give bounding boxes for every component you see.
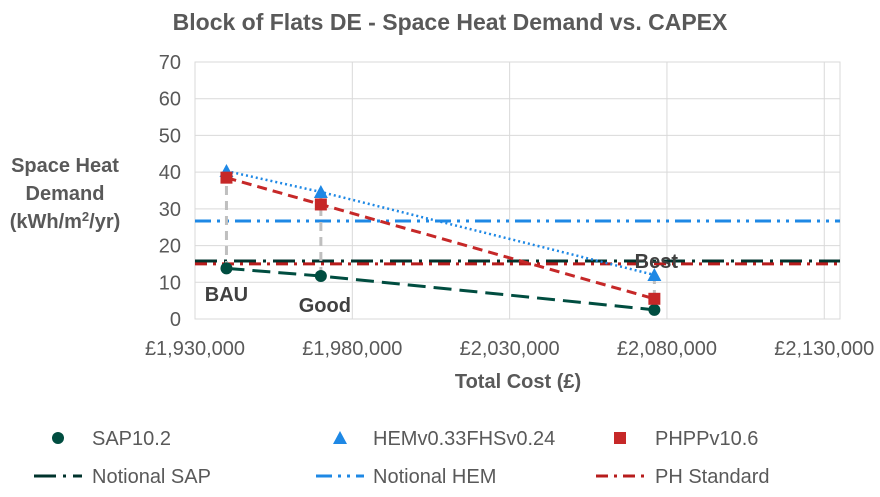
marker-circle	[220, 262, 233, 275]
marker-circle	[314, 270, 327, 283]
point-label: Best	[635, 251, 679, 273]
reference-lines	[195, 219, 840, 266]
legend-entry-label: PHPPv10.6	[655, 428, 758, 450]
marker-square	[220, 171, 233, 184]
marker-square	[648, 292, 661, 305]
x-tick-label: £1,930,000	[145, 338, 245, 360]
legend-entry-label: Notional SAP	[92, 466, 211, 488]
y-tick-label: 40	[159, 162, 181, 184]
y-tick-label: 10	[159, 272, 181, 294]
y-tick-label: 0	[170, 309, 181, 331]
x-tick-label: £1,980,000	[302, 338, 402, 360]
legend-entry-label: Notional HEM	[373, 466, 496, 488]
y-axis-title-unit: (kWh/m2/yr)	[10, 209, 121, 234]
legend: SAP10.2 HEMv0.33FHSv0.24 PHPPv10.6 Notional…	[34, 428, 770, 488]
legend-entry-label: HEMv0.33FHSv0.24	[373, 428, 555, 450]
marker-circle	[648, 303, 661, 316]
point-labels: BAU Good Best	[205, 251, 679, 317]
series-line	[226, 176, 655, 301]
marker-square	[314, 198, 327, 211]
series-layer	[219, 164, 662, 316]
marker-triangle	[333, 431, 347, 444]
legend-entry-label: PH Standard	[655, 466, 770, 488]
x-tick-label: £2,130,000	[774, 338, 874, 360]
y-tick-label: 70	[159, 52, 181, 74]
grid	[194, 61, 841, 320]
point-label: Good	[299, 295, 351, 317]
plot-area-border	[194, 61, 841, 320]
x-tick-label: £2,080,000	[617, 338, 717, 360]
y-axis-title-line-1: Space Heat	[11, 155, 119, 177]
chart-title: Block of Flats DE - Space Heat Demand vs…	[173, 9, 728, 35]
series-line	[226, 266, 655, 312]
y-tick-label: 30	[159, 199, 181, 221]
x-axis-title: Total Cost (£)	[455, 371, 581, 393]
marker-square	[614, 432, 626, 444]
series-line	[226, 169, 655, 277]
y-tick-label: 20	[159, 236, 181, 258]
y-tick-label: 60	[159, 89, 181, 111]
y-axis-ticks: 0 10 20 30 40 50 60 70	[159, 52, 181, 331]
point-label: BAU	[205, 284, 248, 306]
x-axis-ticks: £1,930,000 £1,980,000 £2,030,000 £2,080,000…	[145, 338, 874, 360]
marker-circle	[52, 432, 64, 444]
y-tick-label: 50	[159, 125, 181, 147]
y-axis-title: Space Heat Demand (kWh/m2/yr)	[10, 155, 121, 233]
marker-triangle	[647, 267, 662, 281]
marker-triangle	[313, 184, 328, 198]
x-tick-label: £2,030,000	[460, 338, 560, 360]
legend-entry-label: SAP10.2	[92, 428, 171, 450]
y-axis-title-line-2: Demand	[26, 183, 105, 205]
